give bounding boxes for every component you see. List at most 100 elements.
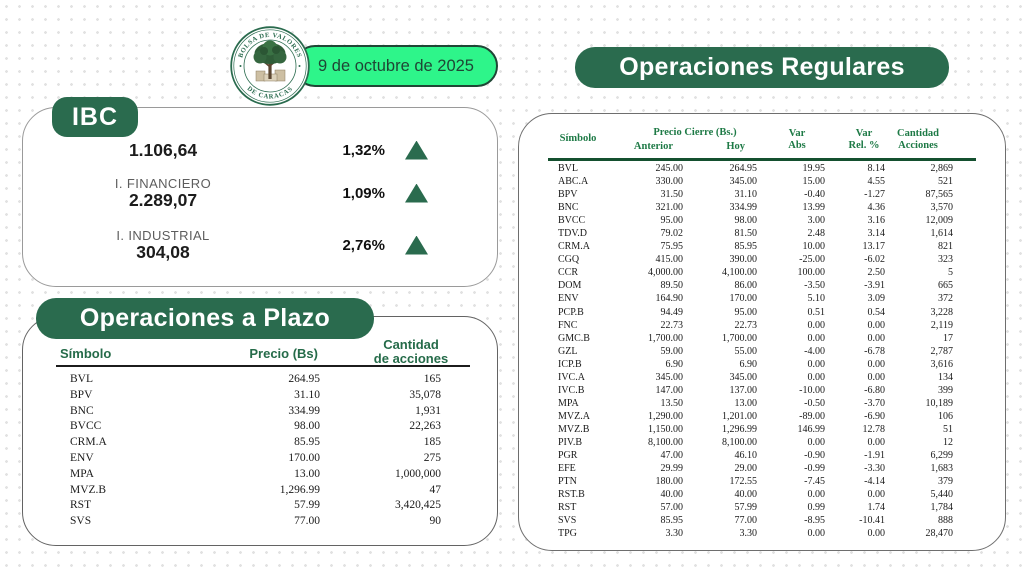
symbol-cell: PTN (558, 476, 577, 488)
table-row: IVC.B 147.00 137.00 -10.00 -6.80 399 (548, 384, 953, 397)
anterior-cell: 180.00 (655, 476, 684, 488)
var-rel-cell: 0.00 (867, 528, 886, 540)
var-rel-cell: 0.54 (867, 306, 886, 318)
var-rel-cell: 3.09 (867, 293, 886, 305)
table-row: CCR 4,000.00 4,100.00 100.00 2.50 5 (548, 266, 953, 279)
hoy-cell: 40.00 (734, 489, 758, 501)
cantidad-cell: 1,614 (930, 228, 954, 240)
plazo-panel (22, 316, 498, 546)
hoy-cell: 1,201.00 (722, 410, 757, 422)
hoy-cell: 1,700.00 (722, 332, 757, 344)
anterior-cell: 415.00 (655, 254, 684, 266)
cantidad-cell: 17 (943, 332, 953, 344)
table-row: RST 57.99 3,420,425 (56, 498, 441, 514)
financiero-block: I. FINANCIERO 2.289,07 (88, 176, 238, 210)
cantidad-cell: 5 (948, 267, 953, 279)
var-rel-cell: 13.17 (862, 241, 886, 253)
table-row: FNC 22.73 22.73 0.00 0.00 2,119 (548, 319, 953, 332)
symbol-cell: PIV.B (558, 436, 582, 448)
hoy-cell: 170.00 (729, 293, 758, 305)
price-cell: 98.00 (294, 420, 320, 433)
quantity-cell: 185 (423, 436, 441, 449)
cantidad-cell: 3,228 (930, 306, 954, 318)
ibc-main-block: 1.106,64 (88, 140, 238, 160)
anterior-cell: 321.00 (655, 202, 684, 214)
var-abs-cell: -4.00 (804, 345, 825, 357)
symbol-cell: SVS (558, 515, 577, 527)
symbol-cell: CCR (558, 267, 579, 279)
table-row: TPG 3.30 3.30 0.00 0.00 28,470 (548, 527, 953, 540)
table-row: BVCC 98.00 22,263 (56, 419, 441, 435)
table-row: CRM.A 85.95 185 (56, 435, 441, 451)
up-triangle-icon (405, 235, 428, 255)
symbol-cell: TPG (558, 528, 577, 540)
table-row: BVL 264.95 165 (56, 372, 441, 388)
table-row: RST.B 40.00 40.00 0.00 0.00 5,440 (548, 488, 953, 501)
symbol-cell: FNC (558, 319, 578, 331)
price-cell: 77.00 (294, 515, 320, 528)
hoy-cell: 57.99 (734, 502, 758, 514)
price-cell: 85.95 (294, 436, 320, 449)
ibc-badge: IBC (52, 97, 138, 137)
var-abs-cell: -3.50 (804, 280, 825, 292)
symbol-cell: PCP.B (558, 306, 584, 318)
price-cell: 264.95 (288, 373, 320, 385)
hoy-cell: 77.00 (734, 515, 758, 527)
cantidad-cell: 134 (938, 371, 953, 383)
symbol-cell: CRM.A (70, 436, 107, 449)
cantidad-cell: 888 (938, 515, 953, 527)
anterior-cell: 4,000.00 (648, 267, 683, 279)
hoy-cell: 390.00 (729, 254, 758, 266)
hoy-cell: 46.10 (734, 450, 758, 462)
table-row: MVZ.A 1,290.00 1,201.00 -89.00 -6.90 106 (548, 410, 953, 423)
date-label: 9 de octubre de 2025 (318, 56, 474, 75)
hoy-cell: 1,296.99 (722, 423, 757, 435)
symbol-cell: BVL (70, 373, 93, 385)
ibc-row-industrial: I. INDUSTRIAL 304,08 2,76% (88, 219, 428, 271)
plazo-col-precio: Precio (Bs) (249, 346, 318, 361)
hoy-cell: 86.00 (734, 280, 758, 292)
var-rel-cell: 0.00 (867, 371, 886, 383)
symbol-cell: GMC.B (558, 332, 590, 344)
reg-col-cantidad: Cantidad Acciones (896, 128, 939, 151)
anterior-cell: 40.00 (660, 489, 684, 501)
anterior-cell: 79.02 (660, 228, 684, 240)
anterior-cell: 1,150.00 (648, 423, 683, 435)
table-row: BNC 334.99 1,931 (56, 404, 441, 420)
plazo-header-divider (56, 365, 470, 367)
table-row: ENV 170.00 275 (56, 451, 441, 467)
quantity-cell: 1,000,000 (395, 467, 441, 480)
symbol-cell: ENV (558, 293, 579, 305)
cantidad-cell: 12,009 (925, 215, 954, 227)
reg-col-anterior: Anterior (633, 141, 673, 152)
quantity-cell: 1,931 (415, 404, 441, 417)
hoy-cell: 137.00 (729, 384, 758, 396)
symbol-cell: RST (70, 499, 92, 512)
table-row: BVL 245.00 264.95 19.95 8.14 2,869 (548, 162, 953, 175)
anterior-cell: 59.00 (660, 345, 684, 357)
symbol-cell: ICP.B (558, 358, 582, 370)
cantidad-cell: 10,189 (925, 397, 954, 409)
cantidad-cell: 3,616 (930, 358, 954, 370)
symbol-cell: IVC.B (558, 384, 585, 396)
industrial-change: 2,76% (342, 236, 385, 254)
hoy-cell: 6.90 (739, 358, 758, 370)
var-rel-cell: 4.55 (867, 176, 886, 188)
symbol-cell: RST.B (558, 489, 585, 501)
regulares-title-label: Operaciones Regulares (619, 53, 905, 81)
cantidad-cell: 323 (938, 254, 953, 266)
cantidad-cell: 521 (938, 176, 953, 188)
cantidad-cell: 1,683 (930, 463, 954, 475)
var-rel-cell: -6.80 (864, 384, 885, 396)
cantidad-cell: 87,565 (925, 189, 954, 201)
var-abs-cell: -0.50 (804, 397, 825, 409)
table-row: RST 57.00 57.99 0.99 1.74 1,784 (548, 501, 953, 514)
industrial-block: I. INDUSTRIAL 304,08 (88, 228, 238, 262)
var-abs-cell: -0.90 (804, 450, 825, 462)
cantidad-cell: 106 (938, 410, 953, 422)
ibc-row-ibc: 1.106,64 1,32% (88, 133, 428, 167)
cantidad-cell: 379 (938, 476, 953, 488)
var-abs-cell: -25.00 (799, 254, 825, 266)
hoy-cell: 264.95 (729, 163, 758, 174)
